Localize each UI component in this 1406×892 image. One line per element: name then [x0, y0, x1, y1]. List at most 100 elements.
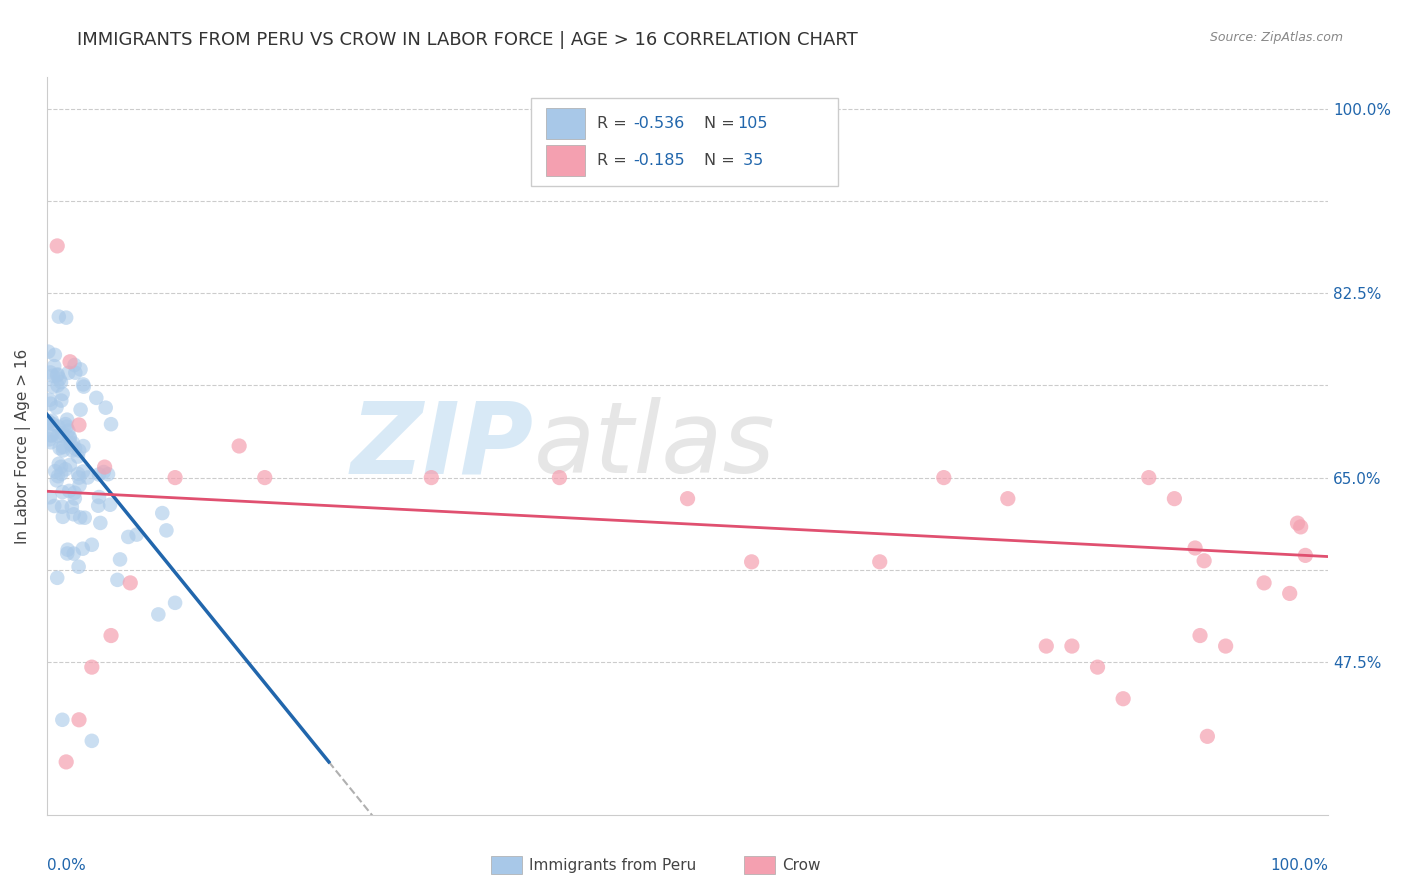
Point: [932, 470, 955, 484]
Text: Crow: Crow: [782, 858, 820, 872]
Point: [1112, 691, 1135, 706]
Point: [1253, 575, 1275, 590]
Point: [41, 417, 63, 431]
Point: [37, 416, 59, 430]
Point: [420, 470, 443, 484]
Point: [52, 443, 75, 458]
Text: R =: R =: [598, 116, 631, 131]
Point: [66, 450, 89, 464]
Point: [155, 524, 177, 538]
Point: [42, 379, 65, 393]
Point: [94, 401, 117, 415]
Point: [1215, 639, 1237, 653]
Point: [69, 510, 91, 524]
Point: [55, 419, 77, 434]
Point: [48, 310, 70, 324]
Point: [100, 417, 122, 432]
Point: [100, 628, 122, 642]
Point: [117, 530, 139, 544]
Point: [72, 541, 94, 556]
Point: [51, 426, 73, 441]
Point: [87, 499, 110, 513]
Text: atlas: atlas: [534, 398, 776, 494]
Point: [60, 500, 83, 514]
Text: IMMIGRANTS FROM PERU VS CROW IN LABOR FORCE | AGE > 16 CORRELATION CHART: IMMIGRANTS FROM PERU VS CROW IN LABOR FO…: [77, 31, 858, 49]
Point: [59, 355, 82, 369]
Point: [1163, 491, 1185, 506]
Point: [46, 469, 69, 483]
Point: [548, 470, 571, 484]
Point: [62, 508, 84, 522]
Point: [80, 538, 103, 552]
Point: [67, 467, 90, 481]
Point: [69, 478, 91, 492]
Point: [107, 573, 129, 587]
Point: [63, 442, 86, 456]
Point: [46, 378, 69, 392]
Point: [72, 439, 94, 453]
Text: Immigrants from Peru: Immigrants from Peru: [529, 858, 696, 872]
Point: [69, 362, 91, 376]
Point: [228, 439, 250, 453]
Point: [56, 542, 79, 557]
Point: [38, 490, 60, 504]
Point: [1289, 520, 1312, 534]
Point: [55, 755, 77, 769]
Text: 35: 35: [738, 153, 763, 168]
Point: [73, 379, 96, 393]
Text: ZIP: ZIP: [352, 398, 534, 494]
Y-axis label: In Labor Force | Age > 16: In Labor Force | Age > 16: [15, 349, 31, 543]
Point: [51, 713, 73, 727]
Point: [72, 465, 94, 479]
Point: [93, 465, 115, 479]
Point: [1286, 516, 1309, 531]
Point: [1197, 729, 1219, 743]
Point: [63, 358, 86, 372]
Point: [165, 596, 187, 610]
Point: [58, 483, 80, 498]
Point: [48, 372, 70, 386]
Point: [65, 366, 87, 380]
Point: [59, 437, 82, 451]
Point: [58, 424, 80, 438]
Point: [67, 470, 90, 484]
Point: [52, 387, 75, 401]
Point: [46, 571, 69, 585]
Point: [51, 393, 73, 408]
Point: [67, 713, 90, 727]
Point: [52, 509, 75, 524]
Point: [55, 310, 77, 325]
Point: [89, 516, 111, 530]
Point: [45, 401, 67, 415]
Text: R =: R =: [598, 153, 631, 168]
Point: [44, 464, 66, 478]
Point: [46, 368, 69, 383]
Point: [997, 491, 1019, 506]
Point: [59, 458, 82, 472]
Point: [51, 467, 73, 481]
Point: [253, 470, 276, 484]
Point: [38, 392, 60, 407]
Point: [80, 660, 103, 674]
Point: [51, 485, 73, 500]
Point: [869, 555, 891, 569]
Point: [87, 490, 110, 504]
Point: [62, 436, 84, 450]
Point: [148, 607, 170, 622]
Point: [41, 368, 63, 383]
Point: [80, 734, 103, 748]
Point: [52, 440, 75, 454]
Point: [97, 467, 120, 482]
Point: [46, 239, 69, 253]
Point: [49, 459, 72, 474]
Point: [1278, 586, 1301, 600]
Point: [150, 506, 173, 520]
Point: [49, 375, 72, 389]
Point: [73, 510, 96, 524]
Point: [48, 441, 70, 455]
Point: [69, 402, 91, 417]
Point: [63, 491, 86, 506]
Point: [741, 555, 763, 569]
Text: N =: N =: [704, 116, 740, 131]
Point: [676, 491, 699, 506]
